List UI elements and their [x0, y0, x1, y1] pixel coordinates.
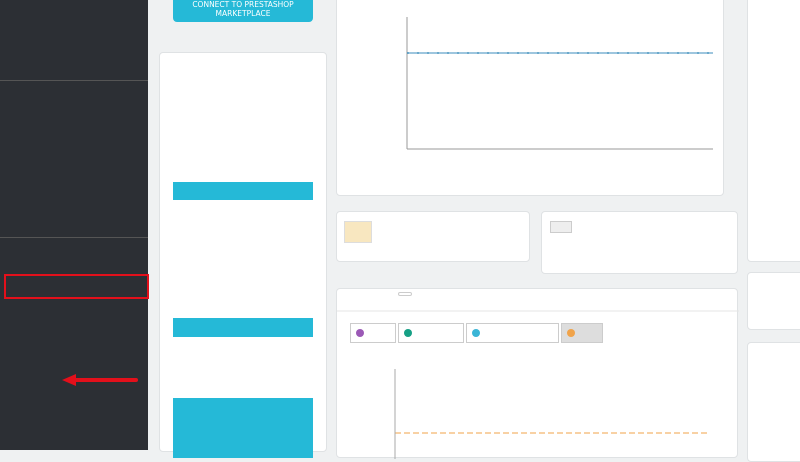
logo	[550, 221, 572, 233]
divider	[0, 237, 148, 238]
divider	[0, 80, 148, 81]
section-header	[173, 182, 313, 200]
legend-tab[interactable]	[398, 323, 464, 343]
legend-dot	[356, 329, 364, 337]
logo	[344, 221, 372, 243]
news-panel	[747, 0, 800, 262]
promo-card[interactable]	[336, 211, 530, 262]
forecast-chart	[337, 310, 739, 459]
activity-panel	[159, 52, 327, 452]
legend-tab[interactable]	[350, 323, 396, 343]
promo-card[interactable]	[541, 211, 738, 274]
links-panel	[747, 342, 800, 462]
version-panel	[747, 272, 800, 330]
legend-tab[interactable]	[466, 323, 559, 343]
marketplace-button[interactable]: CONNECT TO PRESTASHOP MARKETPLACE	[173, 0, 313, 22]
highlight-box	[4, 274, 149, 299]
section-header	[173, 398, 313, 458]
legend-tab[interactable]	[561, 323, 603, 343]
year-badge	[398, 292, 412, 296]
legend-dot	[404, 329, 412, 337]
dashboard-chart	[406, 17, 713, 150]
red-arrow	[62, 374, 138, 386]
forecast-panel	[336, 288, 739, 459]
sidebar	[0, 0, 149, 450]
chart-panel	[336, 0, 724, 196]
section-header	[173, 318, 313, 337]
legend-dot	[567, 329, 575, 337]
legend-dot	[472, 329, 480, 337]
